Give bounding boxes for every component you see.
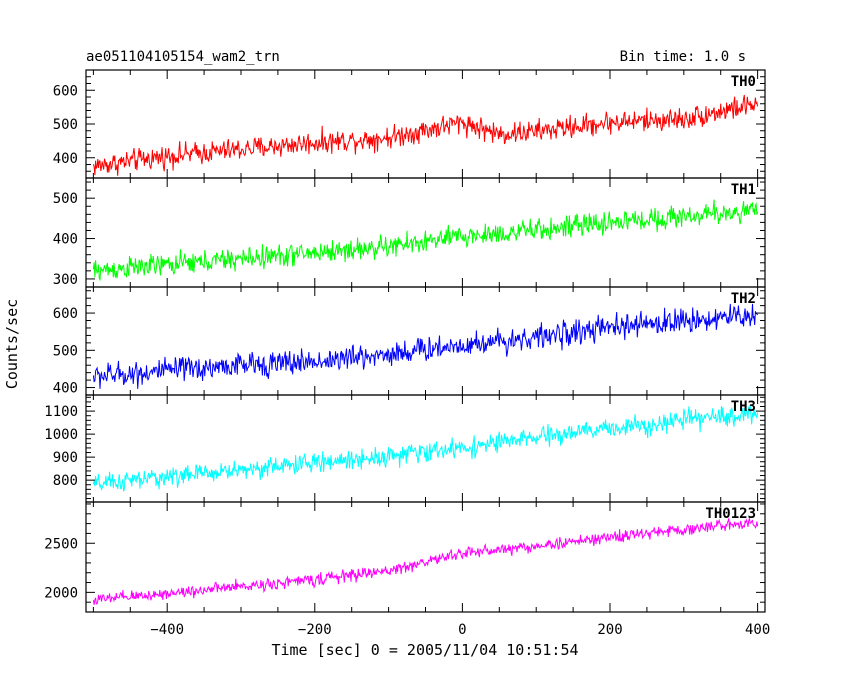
x-tick-label: −400 bbox=[150, 622, 184, 638]
y-tick-label: 1100 bbox=[44, 404, 78, 420]
x-tick-label: 0 bbox=[458, 622, 466, 638]
series-label-th0123: TH0123 bbox=[705, 506, 756, 522]
series-line-th3 bbox=[92, 404, 759, 492]
y-tick-label: 600 bbox=[53, 306, 78, 322]
y-tick-label: 500 bbox=[53, 191, 78, 207]
series-label-th0: TH0 bbox=[731, 74, 756, 90]
series-line-th2 bbox=[92, 303, 759, 389]
x-tick-label: −200 bbox=[298, 622, 332, 638]
panel-frame bbox=[85, 69, 766, 179]
x-tick-label: 200 bbox=[597, 622, 622, 638]
y-axis-label: Counts/sec bbox=[3, 299, 21, 389]
panel-th3: 800 900 1000 1100 TH3 bbox=[44, 394, 766, 503]
y-tick-label: 2500 bbox=[44, 536, 78, 552]
panel-frame bbox=[85, 501, 766, 613]
series-label-th2: TH2 bbox=[731, 291, 756, 307]
y-tick-label: 500 bbox=[53, 117, 78, 133]
panel-frame bbox=[85, 394, 766, 503]
x-tick-labels: −400 −200 0 200 400 bbox=[150, 622, 770, 638]
series-label-th1: TH1 bbox=[731, 182, 756, 198]
panel-th1: 300 400 500 TH1 bbox=[53, 177, 766, 288]
y-tick-label: 900 bbox=[53, 450, 78, 466]
series-line-th1 bbox=[92, 199, 759, 282]
panel-th0123: 2000 2500 TH0123 bbox=[44, 501, 766, 613]
series-line-th0123 bbox=[92, 516, 759, 605]
y-tick-label: 800 bbox=[53, 473, 78, 489]
bin-time-label: Bin time: 1.0 s bbox=[620, 49, 746, 65]
y-tick-label: 400 bbox=[53, 151, 78, 167]
x-tick-label: 400 bbox=[745, 622, 770, 638]
series-line-th0 bbox=[92, 94, 759, 176]
x-axis-label: Time [sec] 0 = 2005/11/04 10:51:54 bbox=[271, 641, 578, 659]
y-tick-label: 2000 bbox=[44, 585, 78, 601]
y-tick-label: 500 bbox=[53, 343, 78, 359]
panel-th2: 400 500 600 TH2 bbox=[53, 286, 766, 397]
y-tick-label: 400 bbox=[53, 381, 78, 397]
y-tick-label: 1000 bbox=[44, 427, 78, 443]
y-tick-label: 300 bbox=[53, 272, 78, 288]
panel-frame bbox=[85, 286, 766, 396]
y-tick-label: 400 bbox=[53, 232, 78, 248]
chart-title: ae051104105154_wam2_trn bbox=[86, 49, 280, 65]
series-label-th3: TH3 bbox=[731, 399, 756, 415]
panel-th0: 400 500 600 TH0 bbox=[53, 69, 766, 179]
y-tick-label: 600 bbox=[53, 83, 78, 99]
panels-group: 400 500 600 TH0 300 400 500 TH1 400 500 600 TH2 800 9… bbox=[44, 69, 766, 613]
